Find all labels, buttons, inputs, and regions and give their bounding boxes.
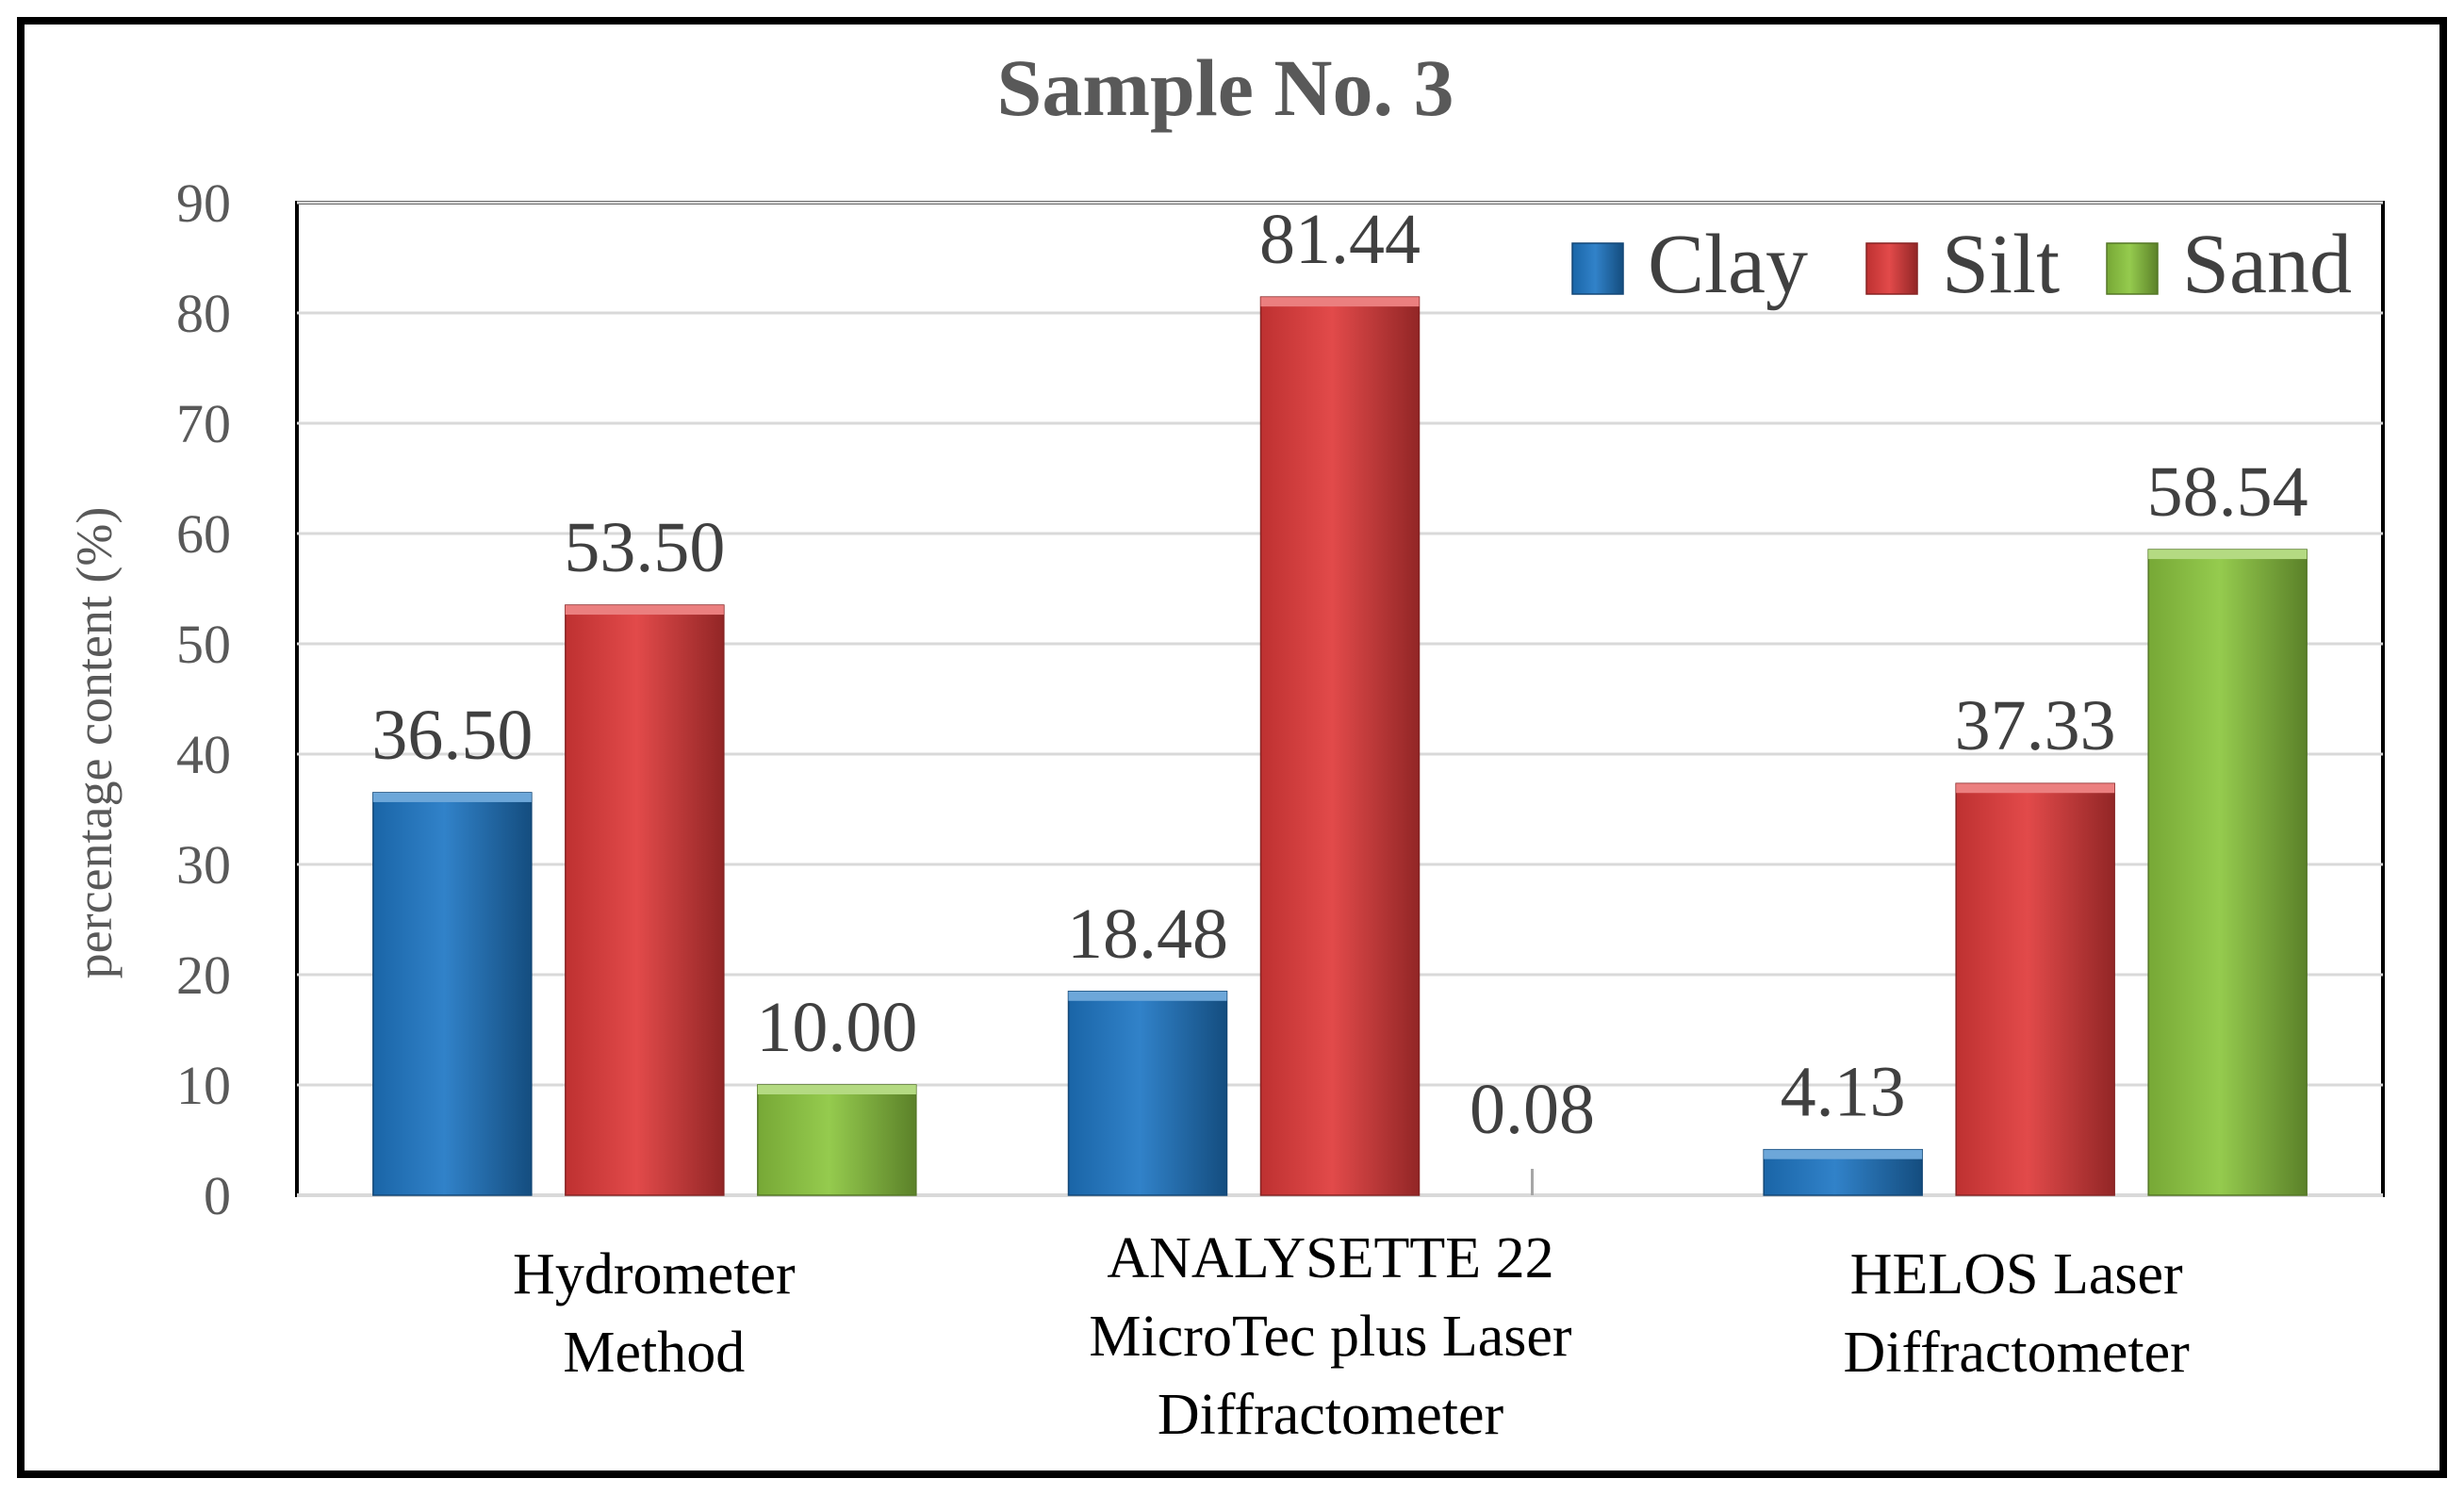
bar-silt-0 <box>565 604 725 1196</box>
data-label: 0.08 <box>1470 1070 1595 1149</box>
bar-highlight <box>757 1085 916 1094</box>
y-axis-label: percentage content (%) <box>66 507 123 979</box>
data-label: 18.48 <box>1067 895 1228 974</box>
y-axis-ticks: 0 10 20 30 40 50 60 70 80 90 <box>176 172 231 1226</box>
legend-label-silt: Silt <box>1942 218 2060 311</box>
bar-sand-0 <box>757 1084 917 1196</box>
bar-highlight <box>1764 1149 1923 1159</box>
data-label: 53.50 <box>564 508 725 587</box>
x-axis-labels: Hydrometer Method ANALYSETTE 22 MicroTec pl… <box>513 1226 2190 1447</box>
legend-swatch-silt <box>1865 242 1918 295</box>
data-label: 4.13 <box>1781 1053 1906 1132</box>
legend-swatch-clay <box>1571 242 1624 295</box>
bar-highlight <box>2148 550 2308 560</box>
bar-highlight <box>1260 297 1420 307</box>
x-category-label: Method <box>563 1321 745 1385</box>
bar-silt-2 <box>1955 782 2115 1196</box>
data-label: 81.44 <box>1259 200 1421 279</box>
data-labels: 36.50 53.50 10.00 18.48 81.44 0.08 4.13 37.33 58… <box>371 200 2308 1149</box>
x-category-label: ANALYSETTE 22 <box>1107 1226 1553 1290</box>
data-label: 58.54 <box>2147 452 2308 532</box>
bar-highlight <box>372 792 532 802</box>
x-category-label: Diffractometer <box>1158 1383 1504 1447</box>
y-tick-label: 40 <box>176 724 231 785</box>
data-label: 37.33 <box>1955 686 2116 765</box>
y-tick-label: 90 <box>176 172 231 234</box>
legend: Clay Silt Sand <box>1571 218 2352 311</box>
y-tick-label: 80 <box>176 283 231 344</box>
legend-label-clay: Clay <box>1648 218 1808 311</box>
bar-highlight <box>565 605 724 616</box>
y-tick-label: 20 <box>176 945 231 1006</box>
legend-swatch-sand <box>2106 242 2159 295</box>
bars <box>372 296 2308 1196</box>
bar-clay-1 <box>1067 991 1228 1196</box>
y-tick-label: 60 <box>176 503 231 565</box>
bar-sand-2 <box>2147 549 2308 1196</box>
bar-silt-1 <box>1259 296 1421 1196</box>
outer-frame <box>17 17 2447 1478</box>
data-label: 36.50 <box>371 696 533 775</box>
y-tick-label: 10 <box>176 1055 231 1116</box>
x-category-label: Diffractometer <box>1844 1321 2191 1385</box>
y-tick-label: 0 <box>204 1165 231 1226</box>
y-tick-label: 30 <box>176 834 231 895</box>
chart-title: Sample No. 3 <box>997 42 1454 133</box>
y-tick-label: 50 <box>176 614 231 675</box>
bar-clay-0 <box>372 792 533 1196</box>
bar-highlight <box>1068 991 1227 1001</box>
legend-label-sand: Sand <box>2182 218 2352 311</box>
x-category-label: MicroTec plus Laser <box>1089 1305 1571 1369</box>
bar-highlight <box>1956 783 2115 794</box>
x-category-label: HELOS Laser <box>1850 1242 2183 1306</box>
x-category-label: Hydrometer <box>513 1242 796 1306</box>
y-tick-label: 70 <box>176 393 231 454</box>
data-label: 10.00 <box>756 988 917 1067</box>
